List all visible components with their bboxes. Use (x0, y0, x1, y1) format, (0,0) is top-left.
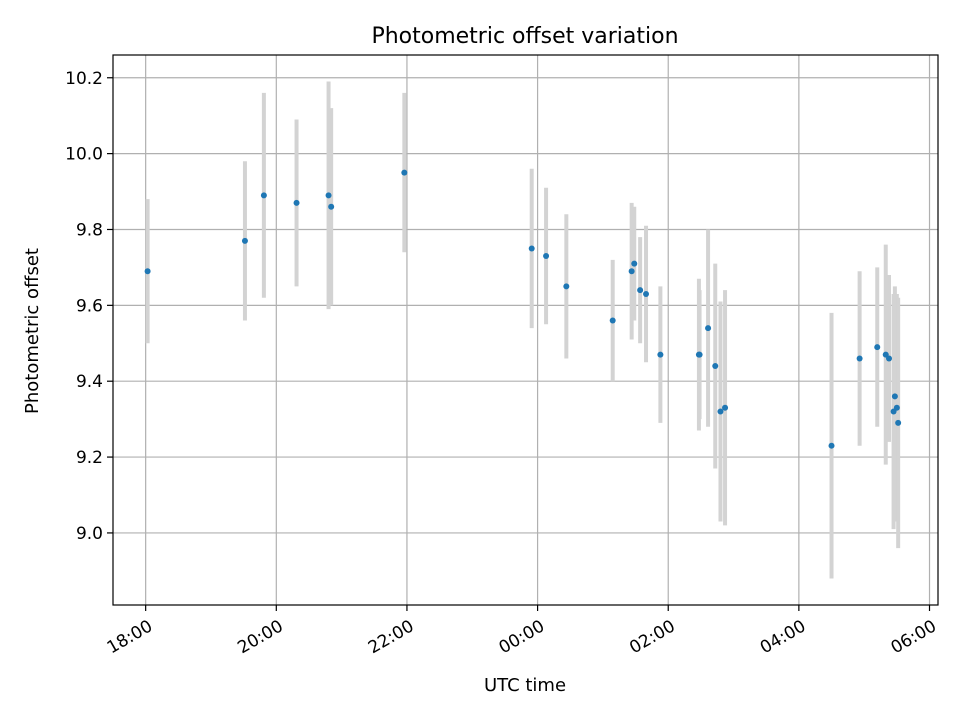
y-tick-label: 9.8 (76, 220, 103, 240)
data-points (144, 169, 902, 449)
y-axis-ticks: 9.0 9.2 9.4 9.6 9.8 10.0 10.2 (65, 69, 113, 544)
data-point (886, 355, 893, 362)
data-point (895, 419, 902, 426)
y-tick-label: 9.4 (76, 372, 103, 392)
data-point (893, 404, 900, 411)
data-point (563, 283, 570, 290)
data-point (828, 442, 835, 449)
data-point (891, 393, 898, 400)
data-point (631, 260, 638, 267)
data-point (628, 268, 635, 275)
y-tick-label: 10.2 (65, 69, 103, 89)
x-axis-label: UTC time (484, 675, 566, 696)
y-tick-label: 9.0 (76, 524, 103, 544)
data-point (325, 192, 332, 199)
data-point (643, 290, 650, 297)
data-point (856, 355, 863, 362)
data-point (328, 203, 335, 210)
data-point (401, 169, 408, 176)
data-point (705, 325, 712, 332)
data-point (722, 404, 729, 411)
data-point (712, 363, 719, 370)
data-point (717, 408, 724, 415)
data-point (657, 351, 664, 358)
y-axis-label: Photometric offset (22, 248, 43, 414)
chart-title: Photometric offset variation (371, 24, 678, 49)
y-tick-label: 9.2 (76, 448, 103, 468)
data-point (543, 253, 550, 260)
data-point (241, 237, 248, 244)
grid (113, 55, 938, 605)
data-point (874, 344, 881, 351)
data-point (609, 317, 616, 324)
y-tick-label: 10.0 (65, 145, 103, 165)
data-point (260, 192, 267, 199)
plot-frame (112, 54, 939, 606)
data-point (637, 287, 644, 294)
data-point (528, 245, 535, 252)
data-point (144, 268, 151, 275)
y-tick-label: 9.6 (76, 296, 103, 316)
data-point (293, 199, 300, 206)
data-point (696, 351, 703, 358)
